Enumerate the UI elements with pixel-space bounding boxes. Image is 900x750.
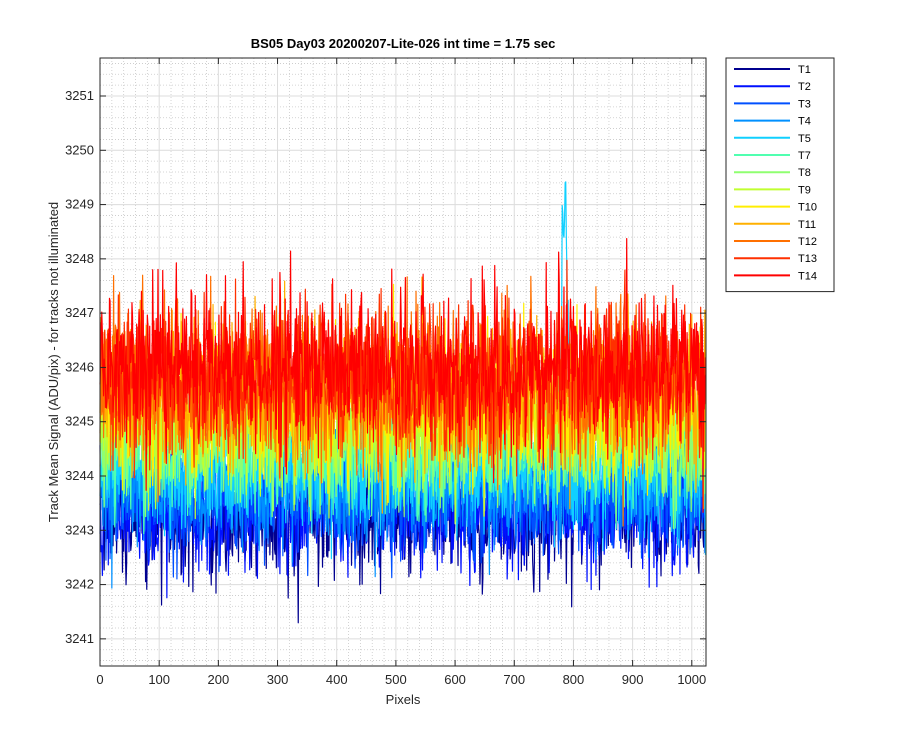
x-tick-label: 1000: [677, 672, 706, 687]
x-axis-label: Pixels: [386, 692, 421, 707]
plot-area-frame: [99, 57, 707, 667]
legend-entry-t2: T2: [798, 81, 811, 93]
legend-entry-t14: T14: [798, 270, 817, 282]
x-tick-label: 800: [563, 672, 585, 687]
axis-ticks: 0 100 200 300 400 500 600 700 800 900 1000 3241 3242…: [65, 58, 706, 687]
y-tick-label: 3242: [65, 577, 94, 592]
x-tick-label: 300: [267, 672, 289, 687]
x-tick-label: 0: [96, 672, 103, 687]
y-tick-label: 3249: [65, 197, 94, 212]
legend-entry-t11: T11: [798, 219, 816, 231]
legend: T1 T2 T3 T4 T5 T7 T8 T9 T10 T11 T12 T13 T14: [725, 57, 835, 293]
x-tick-label: 400: [326, 672, 348, 687]
y-tick-label: 3251: [65, 88, 94, 103]
x-tick-label: 500: [385, 672, 407, 687]
y-tick-label: 3241: [65, 631, 94, 646]
y-tick-label: 3245: [65, 414, 94, 429]
legend-box: [725, 57, 835, 293]
legend-entry-t9: T9: [798, 184, 811, 196]
series-line-t14: [99, 237, 706, 513]
legend-entry-t3: T3: [798, 98, 811, 110]
x-tick-label: 700: [503, 672, 525, 687]
legend-entry-t4: T4: [798, 116, 811, 128]
legend-entry-t12: T12: [798, 236, 817, 248]
y-tick-label: 3246: [65, 359, 94, 374]
x-tick-label: 200: [208, 672, 230, 687]
legend-entry-t5: T5: [798, 133, 811, 145]
y-tick-label: 3247: [65, 305, 94, 320]
x-tick-label: 100: [148, 672, 170, 687]
x-tick-label: 600: [444, 672, 466, 687]
legend-entry-t7: T7: [798, 150, 811, 162]
legend-entry-t1: T1: [798, 64, 811, 76]
series-lines: [99, 181, 707, 624]
legend-entry-t10: T10: [798, 202, 817, 214]
y-tick-label: 3250: [65, 142, 94, 157]
y-tick-label: 3248: [65, 251, 94, 266]
x-tick-label: 900: [622, 672, 644, 687]
legend-entry-t13: T13: [798, 253, 817, 265]
chart-title: BS05 Day03 20200207-Lite-026 int time = …: [251, 36, 556, 51]
y-tick-label: 3243: [65, 522, 94, 537]
y-tick-label: 3244: [65, 468, 94, 483]
y-axis-label: Track Mean Signal (ADU/pix) - for tracks…: [46, 202, 61, 522]
legend-entry-t8: T8: [798, 167, 811, 179]
